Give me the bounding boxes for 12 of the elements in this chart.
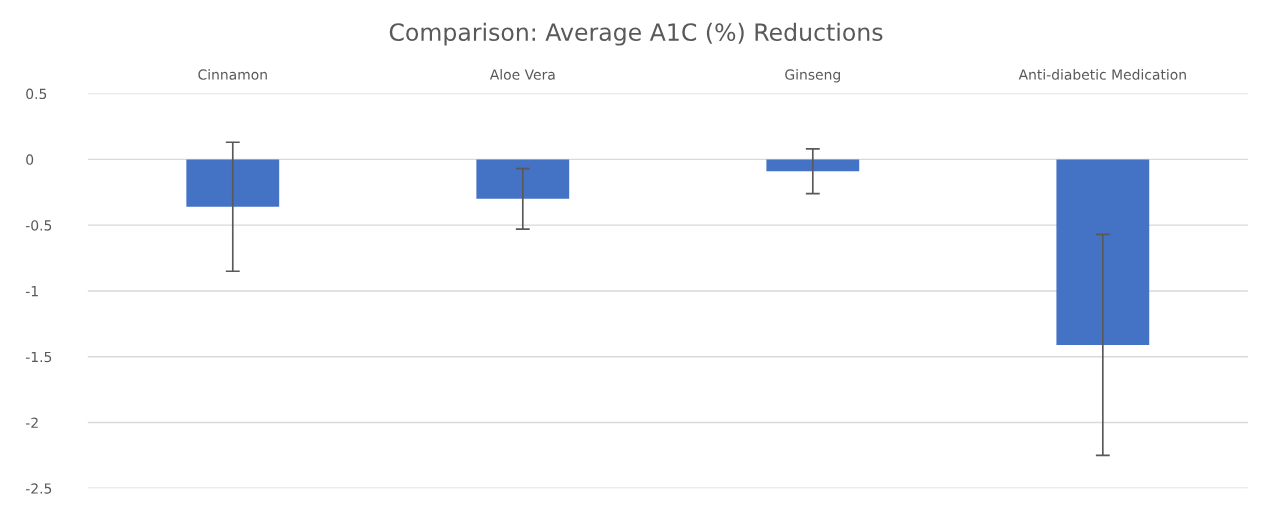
y-tick-label: 0.5 [26, 88, 47, 100]
x-tick-label: Cinnamon [198, 69, 267, 80]
y-tick-label: 0 [26, 154, 34, 165]
y-tick-label: -1 [25, 286, 38, 297]
x-tick-label: Anti-diabetic Medication [1018, 69, 1186, 80]
x-tick-label: Aloe Vera [489, 69, 555, 80]
y-tick-label: -0.5 [25, 220, 52, 231]
x-tick-label: Ginseng [785, 69, 840, 83]
y-tick-label: -2.5 [25, 483, 52, 494]
y-tick-label: -1.5 [25, 351, 52, 363]
chart-title: Comparison: Average A1C (%) Reductions [389, 22, 883, 46]
y-tick-label: -2 [25, 417, 38, 428]
